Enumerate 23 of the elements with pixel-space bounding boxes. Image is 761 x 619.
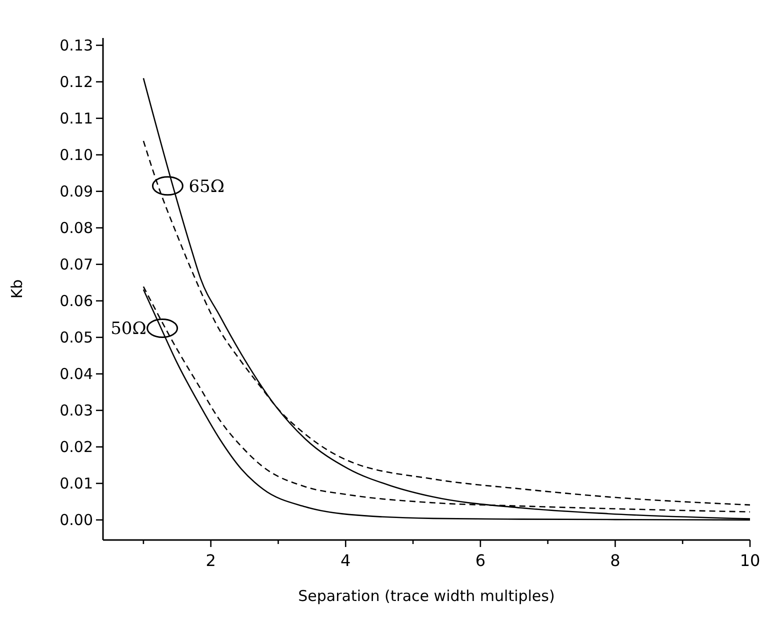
x-tick-label: 8 (610, 551, 620, 570)
annotation: 65Ω (188, 176, 224, 197)
y-tick-label: 0.09 (60, 182, 93, 201)
y-tick-label: 0.13 (60, 36, 93, 55)
y-tick-label: 0.08 (60, 219, 93, 238)
x-tick-label: 10 (740, 551, 760, 570)
annotation: 50Ω (110, 319, 146, 340)
y-axis-title: Kb (8, 279, 26, 299)
x-tick-label: 2 (206, 551, 216, 570)
y-tick-label: 0.00 (60, 511, 93, 530)
y-tick-label: 0.12 (60, 73, 93, 92)
x-tick-label: 6 (475, 551, 486, 570)
y-tick-label: 0.11 (60, 110, 93, 128)
y-tick-label: 0.02 (60, 438, 93, 456)
y-tick-label: 0.06 (60, 292, 93, 310)
y-tick-label: 0.07 (60, 256, 93, 274)
x-axis-title: Separation (trace width multiples) (298, 587, 555, 605)
y-tick-label: 0.10 (60, 146, 93, 164)
y-tick-label: 0.05 (60, 328, 93, 347)
y-tick-label: 0.01 (60, 474, 93, 493)
y-tick-label: 0.03 (60, 402, 93, 420)
y-tick-label: 0.04 (60, 365, 93, 384)
x-tick-label: 4 (340, 551, 351, 570)
